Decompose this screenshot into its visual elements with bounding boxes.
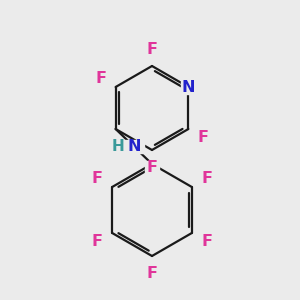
- Text: F: F: [198, 130, 208, 145]
- Text: N: N: [127, 139, 141, 154]
- Text: F: F: [146, 41, 158, 56]
- Bar: [196, 131, 210, 143]
- Bar: [90, 236, 104, 247]
- Bar: [200, 172, 214, 184]
- Text: F: F: [92, 171, 103, 186]
- Text: F: F: [201, 171, 212, 186]
- Text: F: F: [92, 234, 103, 249]
- Bar: [116, 140, 144, 153]
- Text: F: F: [146, 266, 158, 280]
- Text: F: F: [201, 234, 212, 249]
- Bar: [145, 161, 159, 173]
- Bar: [90, 172, 104, 184]
- Bar: [145, 43, 159, 55]
- Bar: [200, 236, 214, 247]
- Bar: [181, 80, 196, 94]
- Bar: [145, 267, 159, 279]
- Bar: [94, 73, 108, 85]
- Text: H: H: [111, 139, 124, 154]
- Text: F: F: [146, 160, 158, 175]
- Text: N: N: [182, 80, 195, 94]
- Text: F: F: [95, 71, 106, 86]
